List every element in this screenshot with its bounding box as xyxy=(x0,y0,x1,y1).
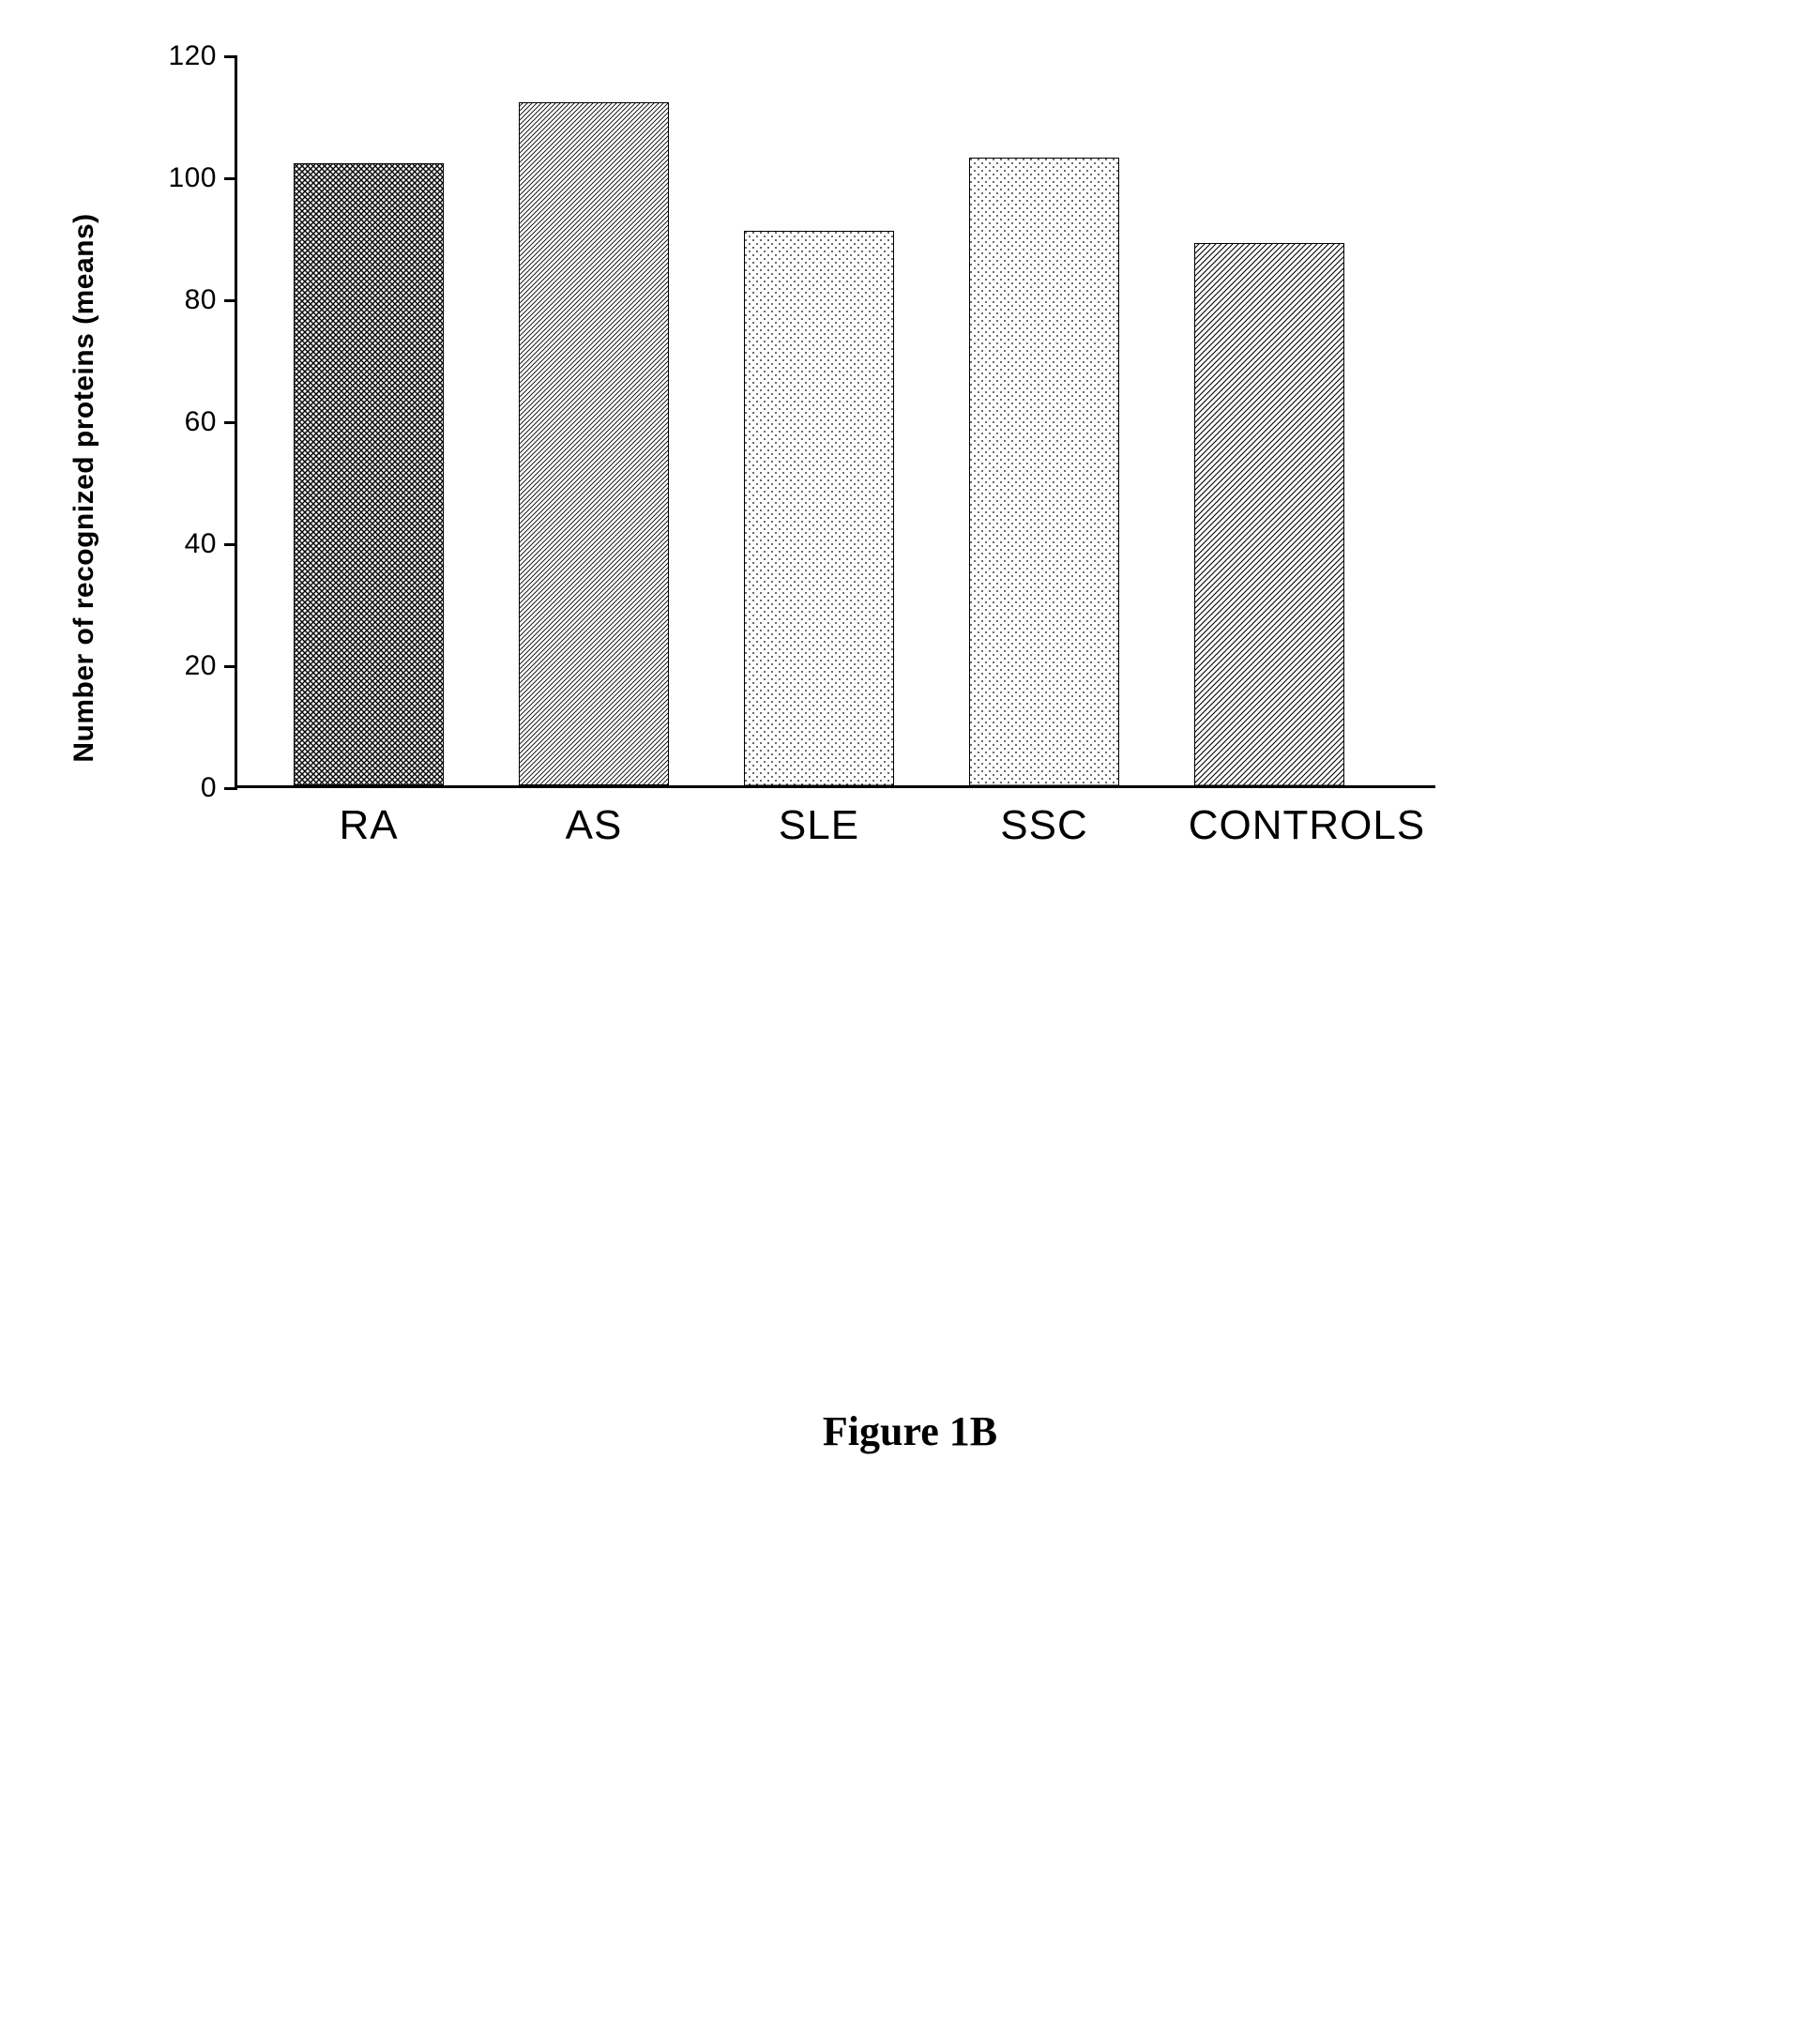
figure-caption: Figure 1B xyxy=(0,1407,1820,1455)
chart-container: Number of recognized proteins (means) 02… xyxy=(94,56,1501,919)
x-category-label: AS xyxy=(519,802,669,849)
y-tick-label: 20 xyxy=(185,650,217,682)
x-category-label: CONTROLS xyxy=(1157,802,1457,849)
y-tick xyxy=(224,299,237,302)
y-tick-label: 80 xyxy=(185,284,217,316)
bar-ra xyxy=(294,163,444,785)
y-tick xyxy=(224,543,237,546)
y-tick xyxy=(224,421,237,424)
x-category-label: SSC xyxy=(969,802,1119,849)
bar-ssc xyxy=(969,158,1119,786)
y-tick-label: 40 xyxy=(185,528,217,560)
y-tick xyxy=(224,787,237,790)
bar-as xyxy=(519,102,669,785)
y-tick xyxy=(224,665,237,668)
bar-sle xyxy=(744,231,894,786)
y-axis-label: Number of recognized proteins (means) xyxy=(68,213,100,762)
y-tick xyxy=(224,55,237,58)
y-tick-label: 0 xyxy=(201,772,217,804)
y-tick-label: 60 xyxy=(185,406,217,438)
bar-controls xyxy=(1194,243,1344,786)
x-category-label: SLE xyxy=(744,802,894,849)
plot-area: 020406080100120RAASSLESSCCONTROLS xyxy=(235,56,1435,788)
y-tick xyxy=(224,177,237,180)
y-tick-label: 100 xyxy=(168,162,217,194)
y-tick-label: 120 xyxy=(168,40,217,72)
x-category-label: RA xyxy=(294,802,444,849)
